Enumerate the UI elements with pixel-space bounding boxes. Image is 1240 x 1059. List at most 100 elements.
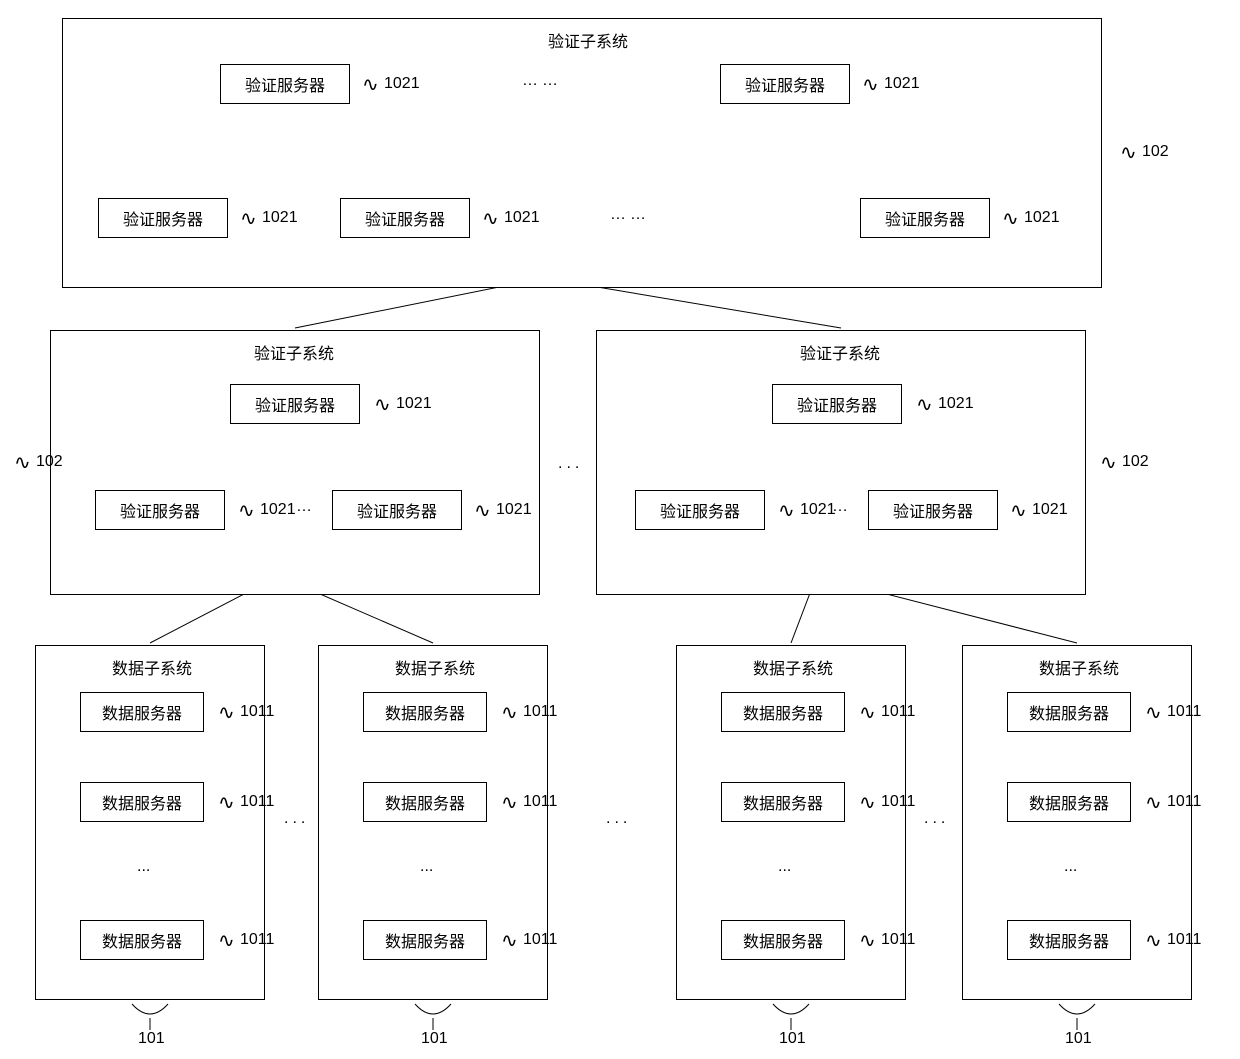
reference-tilde: ∿ bbox=[859, 700, 876, 725]
reference-tilde: ∿ bbox=[1145, 790, 1162, 815]
data-subsystem-title: 数据子系统 bbox=[112, 655, 192, 679]
verify-server-node: 验证服务器 bbox=[230, 384, 360, 424]
reference-number: 1011 bbox=[240, 931, 274, 949]
reference-tilde: ∿ bbox=[474, 498, 491, 523]
ellipsis-vertical: ... bbox=[420, 858, 433, 876]
reference-tilde: ∿ bbox=[778, 498, 795, 523]
top-subsystem-title: 验证子系统 bbox=[548, 28, 628, 52]
reference-number: 1011 bbox=[1167, 793, 1201, 811]
data-server-node: 数据服务器 bbox=[721, 920, 845, 960]
reference-tilde: ∿ bbox=[501, 790, 518, 815]
reference-tilde: ∿ bbox=[218, 700, 235, 725]
reference-number: 1021 bbox=[260, 501, 296, 519]
ellipsis: …… bbox=[522, 72, 562, 90]
ellipsis: …… bbox=[610, 206, 650, 224]
mid-subsystem-title: 验证子系统 bbox=[800, 340, 880, 364]
reference-number: 1011 bbox=[240, 703, 274, 721]
data-server-node: 数据服务器 bbox=[363, 920, 487, 960]
reference-number: 1011 bbox=[240, 793, 274, 811]
verify-server-node: 验证服务器 bbox=[220, 64, 350, 104]
data-server-node: 数据服务器 bbox=[1007, 920, 1131, 960]
reference-tilde: ∿ bbox=[916, 392, 933, 417]
reference-tilde: ∿ bbox=[1145, 700, 1162, 725]
data-server-node: 数据服务器 bbox=[80, 920, 204, 960]
reference-number: 1021 bbox=[504, 209, 540, 227]
reference-tilde: ∿ bbox=[501, 700, 518, 725]
reference-tilde: ∿ bbox=[1002, 206, 1019, 231]
data-server-node: 数据服务器 bbox=[1007, 782, 1131, 822]
verify-server-node: 验证服务器 bbox=[635, 490, 765, 530]
data-server-node: 数据服务器 bbox=[80, 782, 204, 822]
ellipsis-vertical: ... bbox=[1064, 858, 1077, 876]
reference-tilde: ∿ bbox=[238, 498, 255, 523]
data-subsystem-title: 数据子系统 bbox=[753, 655, 833, 679]
mid-verify-subsystem-box bbox=[50, 330, 540, 595]
ellipsis-vertical: ... bbox=[137, 858, 150, 876]
reference-number: 1021 bbox=[384, 75, 420, 93]
reference-number: 102 bbox=[36, 453, 63, 471]
ellipsis: … bbox=[832, 498, 852, 516]
reference-number: 101 bbox=[138, 1030, 165, 1048]
verify-server-node: 验证服务器 bbox=[340, 198, 470, 238]
reference-tilde: ∿ bbox=[374, 392, 391, 417]
data-subsystem-title: 数据子系统 bbox=[395, 655, 475, 679]
reference-tilde: ∿ bbox=[14, 450, 31, 475]
verify-server-node: 验证服务器 bbox=[720, 64, 850, 104]
verify-server-node: 验证服务器 bbox=[95, 490, 225, 530]
reference-tilde: ∿ bbox=[1010, 498, 1027, 523]
reference-number: 1021 bbox=[262, 209, 298, 227]
reference-number: 102 bbox=[1142, 143, 1169, 161]
reference-number: 1011 bbox=[1167, 703, 1201, 721]
reference-tilde: ∿ bbox=[859, 790, 876, 815]
data-server-node: 数据服务器 bbox=[721, 692, 845, 732]
ellipsis: … bbox=[296, 498, 316, 516]
reference-tilde: ∿ bbox=[218, 790, 235, 815]
reference-tilde: ∿ bbox=[240, 206, 257, 231]
reference-number: 1021 bbox=[1032, 501, 1068, 519]
reference-number: 1021 bbox=[800, 501, 836, 519]
reference-tilde: ∿ bbox=[218, 928, 235, 953]
reference-number: 1021 bbox=[396, 395, 432, 413]
reference-number: 1011 bbox=[1167, 931, 1201, 949]
ellipsis-vertical: ... bbox=[778, 858, 791, 876]
reference-tilde: ∿ bbox=[501, 928, 518, 953]
reference-tilde: ∿ bbox=[859, 928, 876, 953]
data-server-node: 数据服务器 bbox=[363, 692, 487, 732]
verify-server-node: 验证服务器 bbox=[98, 198, 228, 238]
reference-tilde: ∿ bbox=[862, 72, 879, 97]
data-server-node: 数据服务器 bbox=[363, 782, 487, 822]
verify-server-node: 验证服务器 bbox=[860, 198, 990, 238]
data-server-node: 数据服务器 bbox=[80, 692, 204, 732]
reference-number: 1021 bbox=[938, 395, 974, 413]
mid-verify-subsystem-box bbox=[596, 330, 1086, 595]
reference-tilde: ∿ bbox=[482, 206, 499, 231]
verify-server-node: 验证服务器 bbox=[868, 490, 998, 530]
ellipsis: ... bbox=[606, 810, 631, 828]
reference-number: 101 bbox=[421, 1030, 448, 1048]
reference-number: 1011 bbox=[523, 703, 557, 721]
data-subsystem-title: 数据子系统 bbox=[1039, 655, 1119, 679]
reference-tilde: ∿ bbox=[362, 72, 379, 97]
reference-number: 102 bbox=[1122, 453, 1149, 471]
reference-number: 1011 bbox=[523, 931, 557, 949]
reference-number: 1011 bbox=[881, 793, 915, 811]
reference-number: 1021 bbox=[496, 501, 532, 519]
verify-server-node: 验证服务器 bbox=[772, 384, 902, 424]
reference-number: 1011 bbox=[881, 703, 915, 721]
verify-server-node: 验证服务器 bbox=[332, 490, 462, 530]
top-verify-subsystem-box bbox=[62, 18, 1102, 288]
ellipsis: ... bbox=[924, 810, 949, 828]
ellipsis: ... bbox=[284, 810, 309, 828]
ellipsis: ... bbox=[558, 455, 583, 473]
mid-subsystem-title: 验证子系统 bbox=[254, 340, 334, 364]
reference-number: 1021 bbox=[1024, 209, 1060, 227]
reference-tilde: ∿ bbox=[1145, 928, 1162, 953]
reference-number: 101 bbox=[1065, 1030, 1092, 1048]
reference-number: 1021 bbox=[884, 75, 920, 93]
reference-tilde: ∿ bbox=[1120, 140, 1137, 165]
reference-number: 101 bbox=[779, 1030, 806, 1048]
reference-tilde: ∿ bbox=[1100, 450, 1117, 475]
diagram-canvas: 验证子系统∿102验证服务器∿1021验证服务器∿1021……验证服务器∿102… bbox=[0, 0, 1240, 1059]
reference-number: 1011 bbox=[881, 931, 915, 949]
reference-number: 1011 bbox=[523, 793, 557, 811]
